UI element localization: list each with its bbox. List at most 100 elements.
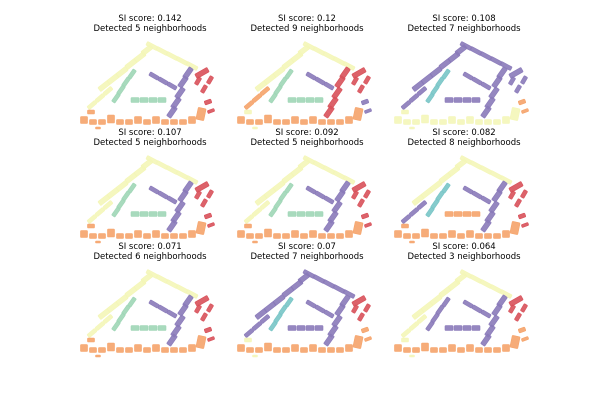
building-footprint bbox=[453, 97, 463, 103]
building-footprint bbox=[102, 86, 114, 96]
building-footprint bbox=[134, 230, 142, 238]
building-footprint bbox=[157, 304, 169, 314]
building-footprint bbox=[166, 333, 178, 347]
map-svg bbox=[237, 41, 372, 130]
si-score-label: SI score: 0.108 bbox=[432, 14, 496, 24]
building-footprint bbox=[345, 344, 353, 352]
building-footprint bbox=[394, 344, 402, 352]
building-footprint bbox=[98, 119, 106, 125]
panel-1: SI score: 0.142 Detected 5 neighborhoods bbox=[80, 14, 220, 130]
building-footprint bbox=[139, 211, 149, 217]
building-footprint bbox=[448, 116, 456, 124]
building-footprint bbox=[493, 347, 501, 353]
building-footprint bbox=[508, 67, 524, 79]
building-footprint bbox=[80, 116, 88, 124]
building-footprint bbox=[475, 119, 483, 125]
neighborhood-count-label: Detected 7 neighborhoods bbox=[250, 252, 364, 262]
building-footprint bbox=[166, 195, 178, 205]
building-footprint bbox=[143, 119, 151, 125]
building-footprint bbox=[255, 347, 263, 353]
building-footprint bbox=[509, 335, 521, 349]
building-footprint bbox=[323, 333, 335, 347]
building-footprint bbox=[520, 189, 528, 199]
building-footprint bbox=[300, 347, 308, 353]
building-footprint bbox=[351, 76, 359, 86]
building-footprint bbox=[336, 119, 344, 125]
si-score-label: SI score: 0.092 bbox=[275, 128, 339, 138]
building-footprint bbox=[318, 233, 326, 239]
building-footprint bbox=[360, 98, 370, 106]
panel-title: SI score: 0.082 Detected 8 neighborhoods bbox=[374, 128, 554, 148]
neighborhood-count-label: Detected 7 neighborhoods bbox=[407, 24, 521, 34]
building-footprint bbox=[502, 344, 510, 352]
building-footprint bbox=[444, 325, 454, 331]
building-footprint bbox=[86, 100, 98, 110]
building-footprint bbox=[352, 107, 364, 121]
building-footprint bbox=[259, 86, 271, 96]
building-footprint bbox=[244, 337, 252, 343]
building-footprint bbox=[305, 185, 317, 195]
building-footprint bbox=[462, 299, 474, 309]
building-footprint bbox=[255, 119, 263, 125]
panel-title: SI score: 0.107 Detected 5 neighborhoods bbox=[60, 128, 240, 148]
building-footprint bbox=[508, 76, 516, 86]
building-footprint bbox=[282, 347, 290, 353]
building-footprint bbox=[195, 221, 207, 235]
building-map bbox=[394, 150, 534, 244]
building-map bbox=[394, 36, 534, 130]
building-footprint bbox=[203, 98, 213, 106]
building-footprint bbox=[188, 230, 196, 238]
building-footprint bbox=[360, 326, 370, 334]
building-footprint bbox=[401, 223, 409, 229]
building-footprint bbox=[207, 108, 215, 114]
building-footprint bbox=[462, 211, 472, 217]
building-footprint bbox=[203, 212, 213, 220]
building-footprint bbox=[412, 347, 420, 353]
building-footprint bbox=[520, 303, 528, 313]
building-footprint bbox=[471, 97, 481, 103]
building-footprint bbox=[273, 119, 281, 125]
building-footprint bbox=[268, 320, 278, 332]
building-footprint bbox=[314, 190, 326, 200]
building-footprint bbox=[252, 126, 258, 130]
building-footprint bbox=[439, 347, 447, 353]
building-footprint bbox=[95, 126, 101, 130]
building-footprint bbox=[448, 344, 456, 352]
building-footprint bbox=[152, 230, 160, 238]
building-footprint bbox=[430, 347, 438, 353]
building-footprint bbox=[166, 309, 178, 319]
building-map bbox=[237, 150, 377, 244]
building-footprint bbox=[194, 67, 210, 79]
building-footprint bbox=[403, 119, 411, 125]
building-footprint bbox=[416, 314, 428, 324]
map-svg bbox=[394, 41, 529, 130]
building-footprint bbox=[179, 347, 187, 353]
building-footprint bbox=[475, 233, 483, 239]
building-map bbox=[237, 36, 377, 130]
building-footprint bbox=[188, 116, 196, 124]
building-footprint bbox=[125, 119, 133, 125]
panel-8: SI score: 0.07 Detected 7 neighborhoods bbox=[237, 242, 377, 358]
building-footprint bbox=[323, 309, 335, 319]
building-footprint bbox=[323, 219, 335, 233]
building-map bbox=[80, 36, 220, 130]
building-map bbox=[80, 150, 220, 244]
building-footprint bbox=[89, 233, 97, 239]
si-score-label: SI score: 0.064 bbox=[432, 242, 496, 252]
neighborhood-count-label: Detected 5 neighborhoods bbox=[93, 24, 207, 34]
panel-title: SI score: 0.108 Detected 7 neighborhoods bbox=[374, 14, 554, 34]
building-footprint bbox=[89, 119, 97, 125]
building-footprint bbox=[139, 325, 149, 331]
building-footprint bbox=[94, 207, 106, 217]
building-footprint bbox=[305, 299, 317, 309]
building-footprint bbox=[264, 342, 272, 352]
building-footprint bbox=[409, 354, 415, 358]
building-map bbox=[394, 264, 534, 358]
building-footprint bbox=[98, 233, 106, 239]
building-footprint bbox=[520, 75, 528, 85]
building-footprint bbox=[252, 240, 258, 244]
building-footprint bbox=[177, 189, 189, 203]
panel-title: SI score: 0.064 Detected 3 neighborhoods bbox=[374, 242, 554, 262]
building-footprint bbox=[243, 214, 255, 224]
building-footprint bbox=[111, 92, 121, 104]
